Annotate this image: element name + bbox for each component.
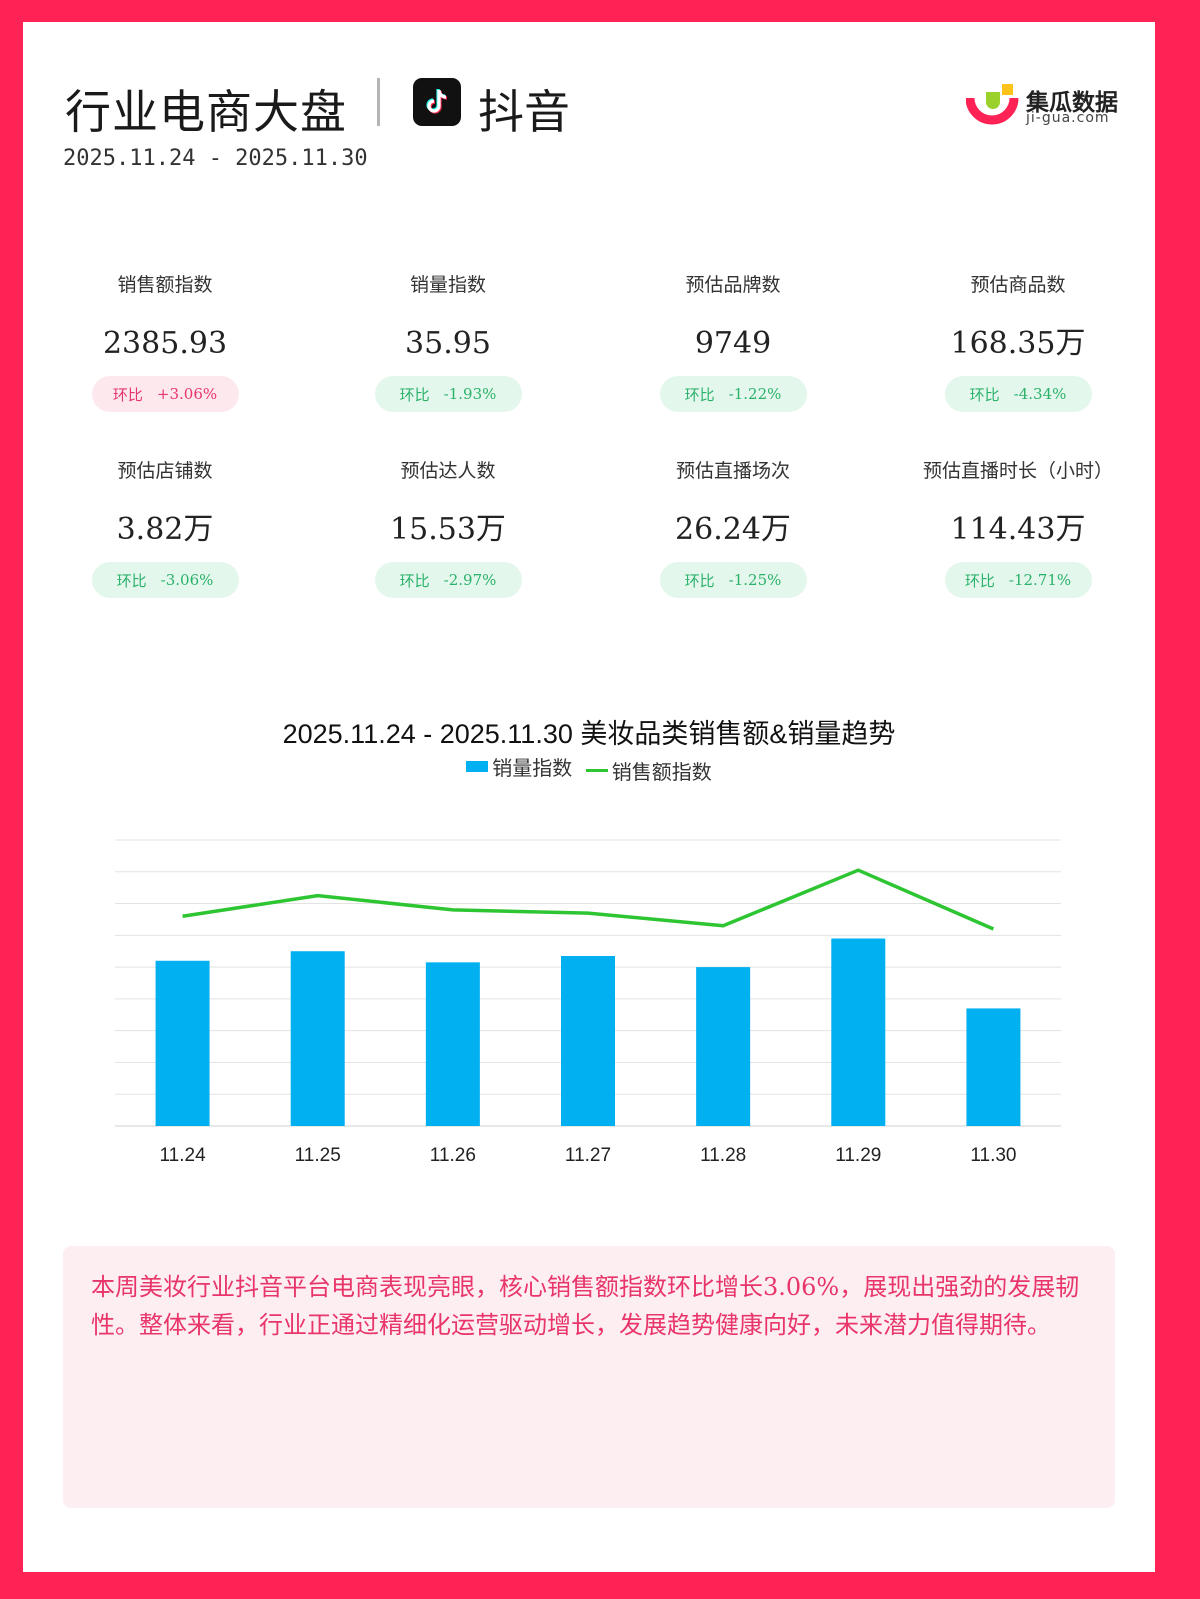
report-page: 行业电商大盘 抖音 2025.11.24 - 2025.11.30 集瓜数据 j… [23, 22, 1155, 1572]
metric-product-count: 预估商品数 168.35万 环比 -4.34% [888, 272, 1148, 412]
title-divider [377, 78, 380, 126]
metric-shop-count: 预估店铺数 3.82万 环比 -3.06% [35, 458, 295, 598]
metric-label: 销量指数 [409, 274, 486, 296]
bar-11.25 [290, 951, 345, 1126]
change-value: -2.97% [443, 571, 497, 589]
x-tick-label: 11.24 [160, 1145, 207, 1166]
metric-value: 2385.93 [102, 326, 228, 361]
metric-label: 预估品牌数 [685, 274, 781, 296]
change-badge: 环比 -12.71% [944, 562, 1092, 598]
metric-label: 预估直播场次 [675, 460, 790, 482]
change-label: 环比 [399, 571, 430, 590]
jigua-logo-icon [966, 84, 1019, 125]
change-value: -12.71% [1008, 571, 1072, 589]
metric-value: 26.24万 [675, 512, 791, 547]
legend-label: 销量指数 [492, 758, 573, 780]
change-value: +3.06% [156, 385, 218, 403]
change-value: -3.06% [160, 571, 214, 589]
change-badge: 环比 -1.22% [659, 376, 807, 412]
metric-label: 预估直播时长（小时） [922, 460, 1113, 482]
metric-label: 预估达人数 [400, 460, 496, 482]
change-label: 环比 [116, 571, 147, 590]
x-tick-label: 11.27 [565, 1145, 611, 1166]
metric-live-duration: 预估直播时长（小时） 114.43万 环比 -12.71% [888, 458, 1148, 598]
change-value: -4.34% [1013, 385, 1067, 403]
change-badge: 环比 -4.34% [944, 376, 1092, 412]
legend-item-volume: 销量指数 [466, 752, 572, 781]
metric-sales-index: 销售额指数 2385.93 环比 +3.06% [35, 272, 295, 412]
x-tick-label: 11.29 [835, 1145, 881, 1166]
change-badge: 环比 -3.06% [91, 562, 239, 598]
change-label: 环比 [112, 385, 143, 404]
x-tick-label: 11.25 [295, 1145, 341, 1166]
metric-value: 35.95 [405, 326, 491, 361]
change-badge: 环比 -1.93% [374, 376, 522, 412]
metric-value: 9749 [694, 326, 772, 361]
change-value: -1.22% [728, 385, 782, 403]
metric-influencer-count: 预估达人数 15.53万 环比 -2.97% [318, 458, 578, 598]
change-label: 环比 [969, 385, 1000, 404]
change-label: 环比 [964, 571, 995, 590]
metric-live-sessions: 预估直播场次 26.24万 环比 -1.25% [603, 458, 863, 598]
metric-value: 15.53万 [390, 512, 506, 547]
date-range: 2025.11.24 - 2025.11.30 [63, 146, 368, 171]
change-value: -1.93% [443, 385, 497, 403]
legend-label: 销售额指数 [611, 762, 712, 784]
x-tick-label: 11.26 [430, 1145, 476, 1166]
bar-11.28 [696, 967, 751, 1126]
metric-value: 3.82万 [116, 512, 214, 547]
douyin-logo-icon [413, 78, 461, 126]
legend-swatch-bar [466, 761, 489, 772]
x-tick-label: 11.28 [700, 1145, 746, 1166]
brand-url: ji-gua.com [1026, 110, 1110, 126]
legend-swatch-line [585, 769, 608, 772]
chart-legend: 销量指数 销售额指数 [23, 752, 1155, 785]
bar-11.26 [425, 962, 480, 1126]
metric-label: 预估商品数 [970, 274, 1066, 296]
metric-brand-count: 预估品牌数 9749 环比 -1.22% [603, 272, 863, 412]
bar-11.24 [155, 960, 210, 1126]
chart-title: 2025.11.24 - 2025.11.30 美妆品类销售额&销量趋势 [282, 719, 896, 749]
summary-text: 本周美妆行业抖音平台电商表现亮眼，核心销售额指数环比增长3.06%，展现出强劲的… [91, 1273, 1080, 1339]
bar-11.30 [966, 1008, 1021, 1126]
metric-value: 114.43万 [950, 512, 1086, 547]
change-badge: 环比 -2.97% [374, 562, 522, 598]
metric-label: 预估店铺数 [117, 460, 213, 482]
change-badge: 环比 -1.25% [659, 562, 807, 598]
bar-11.29 [831, 938, 886, 1126]
bar-11.27 [561, 955, 615, 1126]
change-value: -1.25% [728, 571, 782, 589]
summary-box: 本周美妆行业抖音平台电商表现亮眼，核心销售额指数环比增长3.06%，展现出强劲的… [63, 1246, 1115, 1508]
x-tick-label: 11.30 [970, 1145, 1016, 1166]
change-label: 环比 [684, 385, 715, 404]
metric-value: 168.35万 [950, 326, 1086, 361]
metric-volume-index: 销量指数 35.95 环比 -1.93% [318, 272, 578, 412]
change-label: 环比 [399, 385, 430, 404]
legend-item-sales: 销售额指数 [585, 756, 712, 785]
trend-chart: 11.24 11.25 11.26 11.27 11.28 11.29 11.30 [115, 839, 1061, 1166]
change-label: 环比 [684, 571, 715, 590]
brand-name: 集瓜数据 [1026, 90, 1118, 116]
sales-index-line [182, 868, 995, 931]
page-title: 行业电商大盘 [65, 85, 347, 139]
metric-label: 销售额指数 [117, 274, 213, 296]
change-badge: 环比 +3.06% [91, 376, 239, 412]
platform-name: 抖音 [478, 85, 570, 139]
